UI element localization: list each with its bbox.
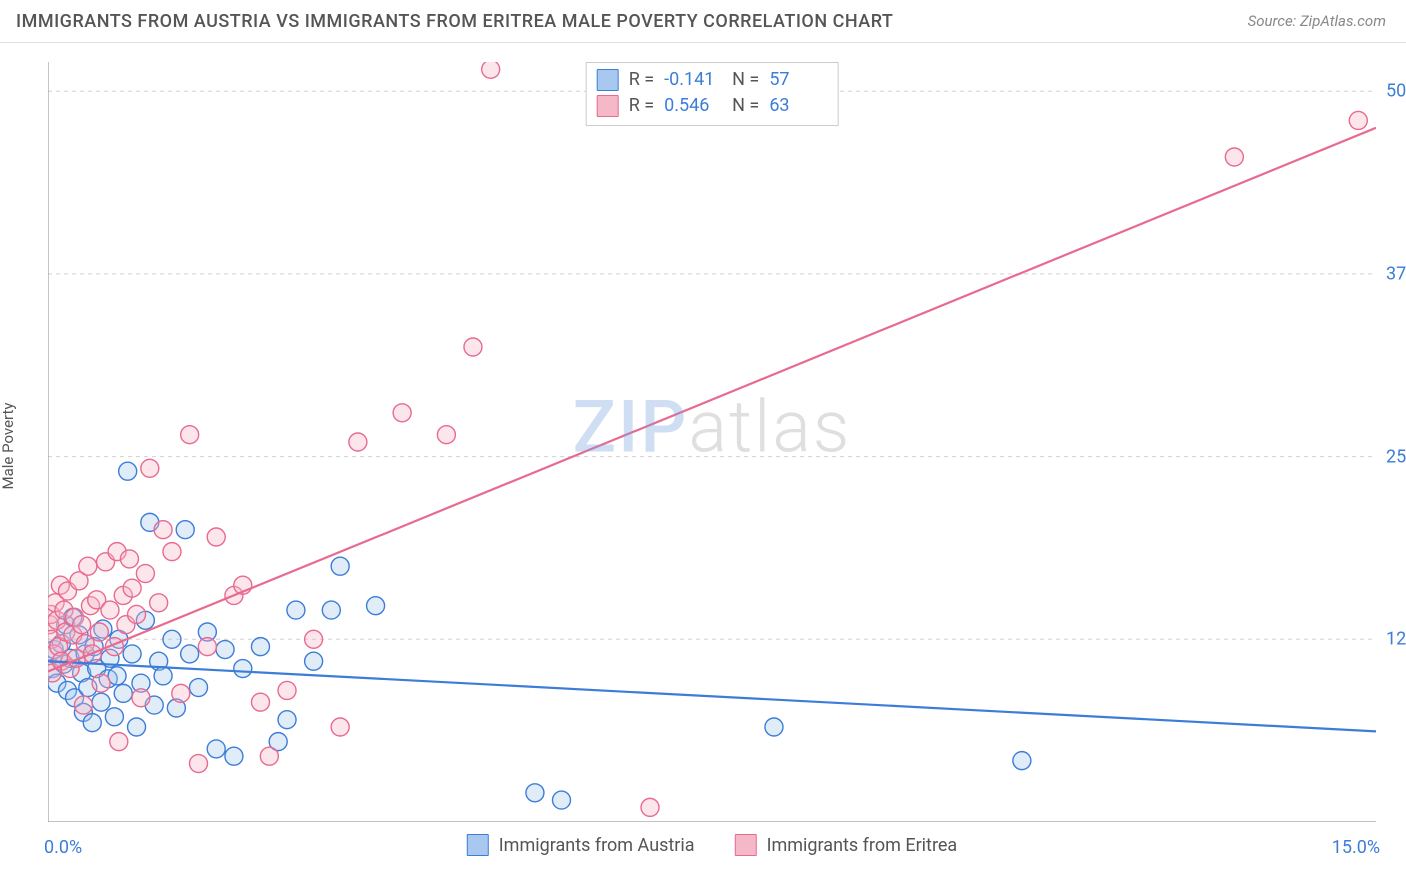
swatch-eritrea xyxy=(597,95,619,117)
y-tick-label: 37.5% xyxy=(1386,263,1406,284)
swatch-austria xyxy=(597,69,619,91)
header: IMMIGRANTS FROM AUSTRIA VS IMMIGRANTS FR… xyxy=(0,0,1406,43)
stat-r-label-1: R = xyxy=(629,93,654,119)
stat-n-label-0: N = xyxy=(732,67,759,93)
legend-label-eritrea: Immigrants from Eritrea xyxy=(767,835,958,856)
plot-canvas xyxy=(48,62,1376,822)
stats-row-eritrea: R = 0.546 N = 63 xyxy=(597,93,828,119)
legend-swatch-austria xyxy=(467,834,489,856)
legend-item-austria: Immigrants from Austria xyxy=(467,834,695,856)
stat-n-value-0: 57 xyxy=(769,67,827,93)
bottom-legend: Immigrants from Austria Immigrants from … xyxy=(467,834,957,856)
y-tick-label: 25.0% xyxy=(1386,446,1406,467)
stats-row-austria: R = -0.141 N = 57 xyxy=(597,67,828,93)
y-tick-label: 50.0% xyxy=(1386,81,1406,102)
stat-r-value-0: -0.141 xyxy=(664,67,722,93)
y-axis-label: Male Poverty xyxy=(0,403,17,490)
y-tick-label: 12.5% xyxy=(1386,629,1406,650)
stat-r-value-1: 0.546 xyxy=(664,93,722,119)
legend-item-eritrea: Immigrants from Eritrea xyxy=(735,834,958,856)
stat-n-value-1: 63 xyxy=(769,93,827,119)
stats-legend: R = -0.141 N = 57 R = 0.546 N = 63 xyxy=(586,62,839,126)
legend-swatch-eritrea xyxy=(735,834,757,856)
legend-label-austria: Immigrants from Austria xyxy=(499,835,695,856)
source-attribution: Source: ZipAtlas.com xyxy=(1248,12,1386,30)
stat-r-label-0: R = xyxy=(629,67,654,93)
x-axis-min-label: 0.0% xyxy=(44,837,82,858)
stat-n-label-1: N = xyxy=(732,93,759,119)
scatter-plot: ZIPatlas R = -0.141 N = 57 R = 0.546 N =… xyxy=(48,62,1376,822)
chart-title: IMMIGRANTS FROM AUSTRIA VS IMMIGRANTS FR… xyxy=(16,11,893,32)
x-axis-max-label: 15.0% xyxy=(1332,837,1380,858)
